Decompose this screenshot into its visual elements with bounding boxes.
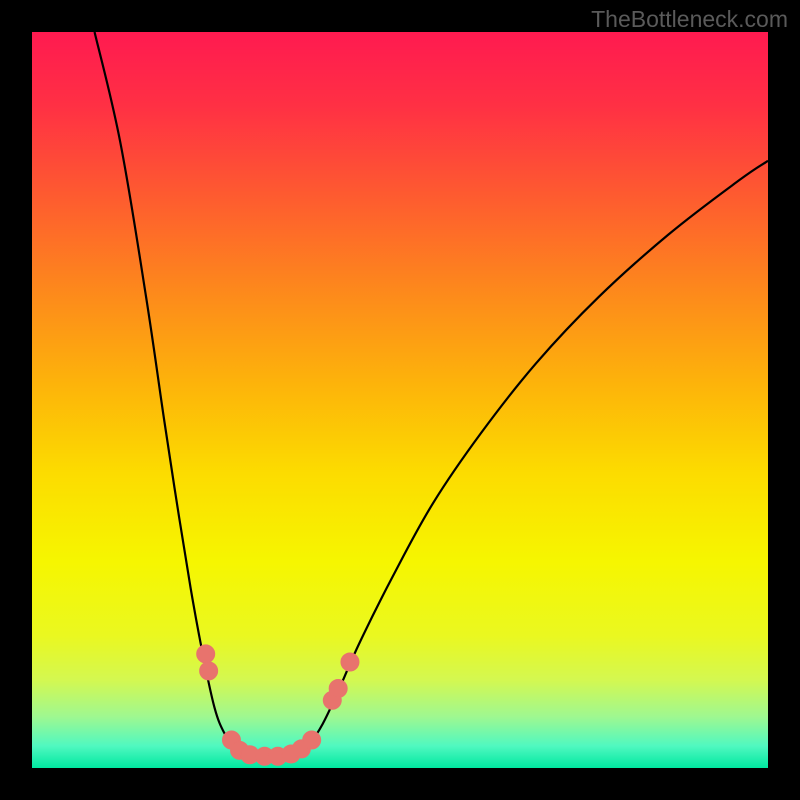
data-marker (329, 680, 347, 698)
watermark-text: TheBottleneck.com (591, 6, 788, 33)
data-marker (341, 653, 359, 671)
data-marker (197, 645, 215, 663)
bottleneck-curve-chart (0, 0, 800, 800)
data-marker (200, 662, 218, 680)
data-marker (303, 731, 321, 749)
chart-container: TheBottleneck.com (0, 0, 800, 800)
plot-background (32, 32, 768, 768)
